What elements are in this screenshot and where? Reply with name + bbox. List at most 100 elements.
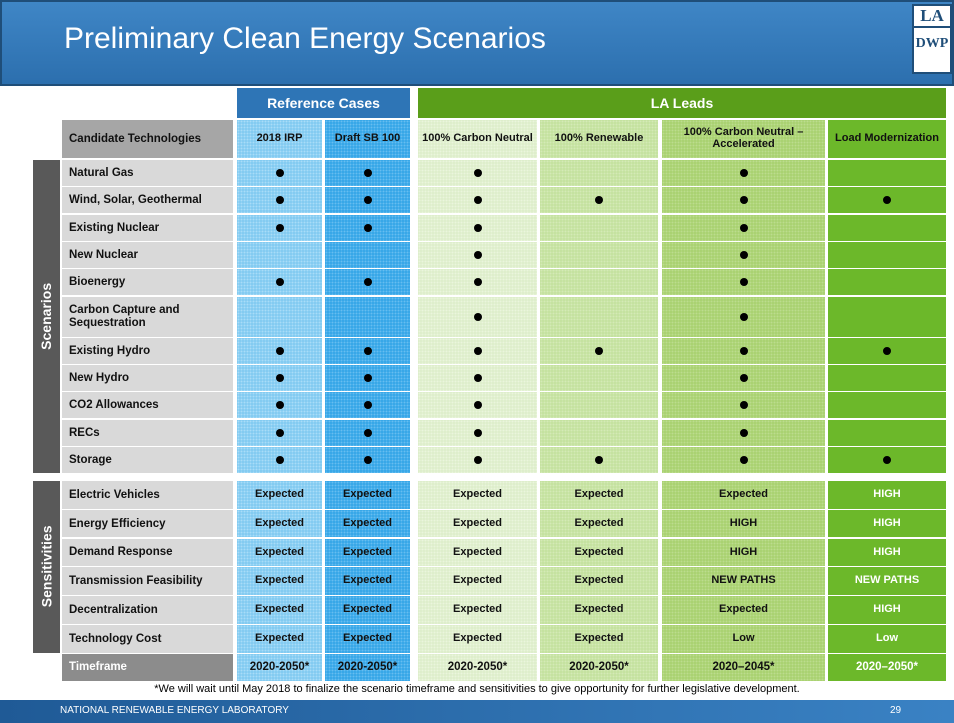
dot-cell: [418, 337, 537, 364]
dot: [275, 401, 284, 410]
value-cell: HIGH: [662, 538, 825, 567]
dot-cell: [418, 187, 537, 214]
footer-org: NATIONAL RENEWABLE ENERGY LABORATORY: [60, 705, 289, 716]
dot-cell: [418, 296, 537, 337]
value-cell: HIGH: [828, 481, 946, 509]
dot: [275, 278, 284, 287]
dot-cell: [662, 365, 825, 392]
dot: [275, 428, 284, 437]
value-cell: Expected: [325, 567, 410, 595]
dot-cell: [237, 447, 322, 473]
dot: [363, 456, 372, 464]
dot: [595, 456, 603, 464]
timeframe-cell: 2020-2050*: [237, 654, 322, 681]
value-cell: Expected: [418, 567, 537, 595]
value-cell: Expected: [418, 596, 537, 624]
dot-cell: [828, 447, 946, 473]
dot: [739, 223, 748, 232]
dot: [473, 169, 482, 177]
dot: [363, 428, 372, 437]
dot: [363, 374, 372, 383]
dot-cell: [418, 241, 537, 268]
row-label: Demand Response: [62, 538, 233, 567]
value-cell: Expected: [540, 596, 658, 624]
row-label: RECs: [62, 419, 233, 446]
value-cell: Expected: [540, 509, 658, 538]
value-cell: Expected: [237, 567, 322, 595]
row-label: Electric Vehicles: [62, 481, 233, 509]
dot-cell: [325, 296, 410, 337]
value-cell: Expected: [418, 538, 537, 567]
dot-cell: [828, 160, 946, 186]
value-cell: Expected: [325, 538, 410, 567]
dot-cell: [662, 392, 825, 419]
dot: [739, 374, 748, 383]
dot: [739, 196, 748, 205]
dot-cell: [325, 419, 410, 446]
dot: [363, 278, 372, 287]
column-header: 100% Carbon Neutral: [418, 120, 537, 158]
value-cell: Expected: [325, 596, 410, 624]
column-header: 2018 IRP: [237, 120, 322, 158]
dot-cell: [418, 419, 537, 446]
dot-cell: [418, 447, 537, 473]
dot-cell: [662, 160, 825, 186]
dot: [739, 312, 748, 321]
dot-cell: [540, 214, 658, 241]
row-label: Wind, Solar, Geothermal: [62, 187, 233, 214]
dot-cell: [325, 269, 410, 296]
title-bar: [0, 0, 954, 86]
dot: [739, 456, 748, 464]
timeframe-cell: 2020–2050*: [828, 654, 946, 681]
dot-cell: [540, 187, 658, 214]
dot: [473, 456, 482, 464]
dot: [473, 428, 482, 437]
dot: [473, 196, 482, 205]
row-label: Transmission Feasibility: [62, 567, 233, 595]
value-cell: Expected: [325, 509, 410, 538]
value-cell: Expected: [418, 509, 537, 538]
dot-cell: [237, 214, 322, 241]
dot-cell: [237, 419, 322, 446]
column-header: 100% Carbon Neutral – Accelerated: [662, 120, 825, 158]
dot: [473, 250, 482, 259]
dot-cell: [828, 365, 946, 392]
value-cell: HIGH: [828, 509, 946, 538]
dot-cell: [828, 214, 946, 241]
dot-cell: [237, 337, 322, 364]
dot: [275, 374, 284, 383]
timeframe-label: Timeframe: [62, 654, 233, 681]
value-cell: Expected: [325, 481, 410, 509]
dot-cell: [828, 392, 946, 419]
page-number: 29: [890, 705, 902, 716]
value-cell: HIGH: [828, 538, 946, 567]
dot-cell: [418, 365, 537, 392]
dot-cell: [325, 365, 410, 392]
dot-cell: [662, 419, 825, 446]
dot-cell: [662, 447, 825, 473]
footer-bar: [0, 700, 954, 723]
dot-cell: [237, 160, 322, 186]
dot-cell: [828, 241, 946, 268]
dot: [275, 346, 284, 355]
row-label: New Hydro: [62, 365, 233, 392]
row-label: CO2 Allowances: [62, 392, 233, 419]
value-cell: Low: [828, 625, 946, 653]
logo-top: LA: [914, 6, 950, 28]
dot-cell: [325, 214, 410, 241]
dot: [739, 428, 748, 437]
dot-cell: [418, 392, 537, 419]
timeframe-cell: 2020-2050*: [325, 654, 410, 681]
group-header: Reference Cases: [237, 88, 410, 118]
value-cell: Expected: [662, 481, 825, 509]
dot: [275, 223, 284, 232]
dot: [473, 312, 482, 321]
dot: [739, 278, 748, 287]
footnote: *We will wait until May 2018 to finalize…: [154, 683, 800, 695]
dot: [363, 401, 372, 410]
dot: [363, 169, 372, 177]
dot-cell: [662, 214, 825, 241]
dot-cell: [540, 337, 658, 364]
dot: [363, 223, 372, 232]
